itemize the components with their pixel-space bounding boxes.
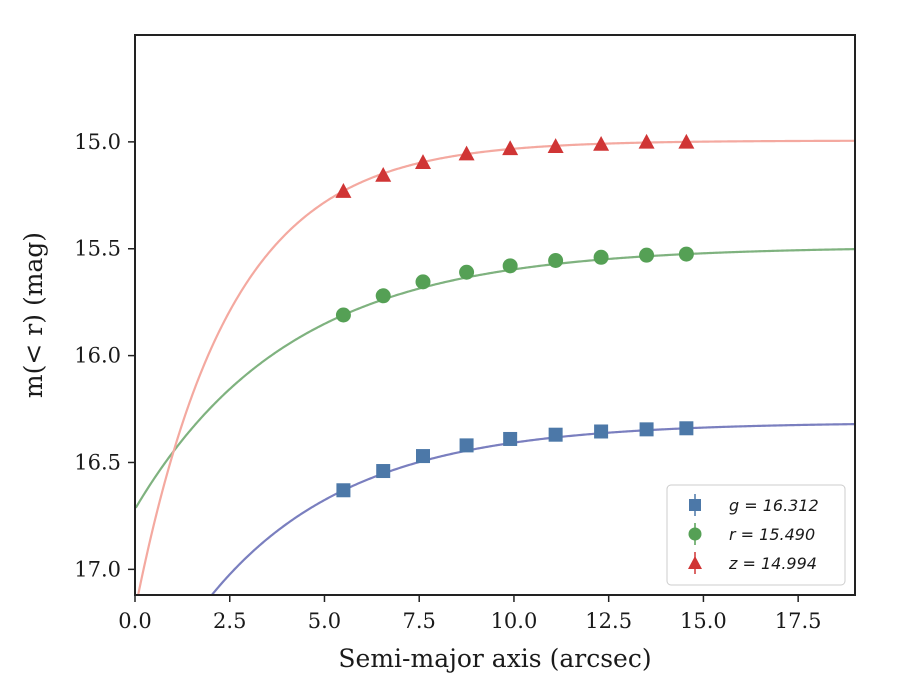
x-tick-label: 10.0 [491, 609, 538, 633]
y-tick-label: 16.5 [74, 450, 121, 474]
triangle-point [547, 138, 564, 153]
fit-curve-1 [210, 423, 855, 595]
square-point [336, 483, 351, 498]
y-axis-ticks: 15.0 15.5 16.0 16.5 17.0 [74, 130, 135, 581]
data-points [335, 133, 695, 498]
y-tick-label: 17.0 [74, 557, 121, 581]
triangle-point [458, 145, 475, 161]
triangle-point [593, 136, 610, 151]
x-tick-label: 17.5 [775, 609, 822, 633]
y-tick-label: 15.5 [74, 237, 121, 261]
triangle-point [415, 154, 431, 169]
y-tick-label: 15.0 [74, 130, 121, 154]
square-point [459, 438, 474, 453]
square-point [376, 464, 391, 479]
triangle-point [678, 133, 695, 149]
x-tick-label: 15.0 [680, 609, 727, 633]
plot-frame [134, 34, 856, 596]
legend-box [666, 484, 846, 586]
x-axis-ticks: 0.0 2.5 5.0 7.5 10.0 12.5 15.0 17.5 [118, 595, 822, 633]
x-axis-label: Semi-major axis (arcsec) [338, 644, 651, 673]
legend-label: g = 16.312 [729, 496, 819, 515]
x-tick-label: 0.0 [118, 609, 151, 633]
circle-point [459, 264, 475, 280]
legend-label: z = 14.994 [728, 554, 817, 573]
x-tick-label: 7.5 [403, 609, 436, 633]
x-tick-label: 5.0 [308, 609, 341, 633]
x-tick-label: 2.5 [213, 609, 246, 633]
square-point [594, 424, 609, 439]
y-axis-label: m(< r) (mag) [19, 232, 48, 398]
circle-point [548, 252, 564, 268]
y-tick-label: 16.0 [74, 344, 121, 368]
legend-triangle-marker [688, 556, 702, 569]
x-tick-label: 12.5 [585, 609, 632, 633]
fit-curve-3 [137, 139, 855, 595]
legend-square-marker [689, 499, 701, 511]
square-point [679, 421, 694, 436]
legend: g = 16.312 r = 15.490 z = 14.994 [666, 484, 846, 586]
triangle-point [335, 183, 352, 198]
circle-point [375, 288, 391, 304]
triangle-point [502, 140, 519, 156]
square-point [503, 431, 518, 446]
triangle-point [375, 167, 392, 182]
circle-point [415, 274, 431, 290]
legend-label: r = 15.490 [729, 525, 815, 544]
circle-point [593, 249, 609, 265]
legend-circle-marker [688, 527, 702, 541]
circle-point [502, 258, 518, 274]
circle-point [639, 247, 655, 263]
square-point [548, 427, 563, 442]
square-point [639, 422, 654, 437]
circle-point [678, 246, 694, 262]
fit-curve-2 [135, 248, 855, 509]
square-point [416, 449, 430, 464]
triangle-point [638, 133, 655, 149]
fit-curves [135, 139, 855, 595]
circle-point [335, 307, 351, 323]
